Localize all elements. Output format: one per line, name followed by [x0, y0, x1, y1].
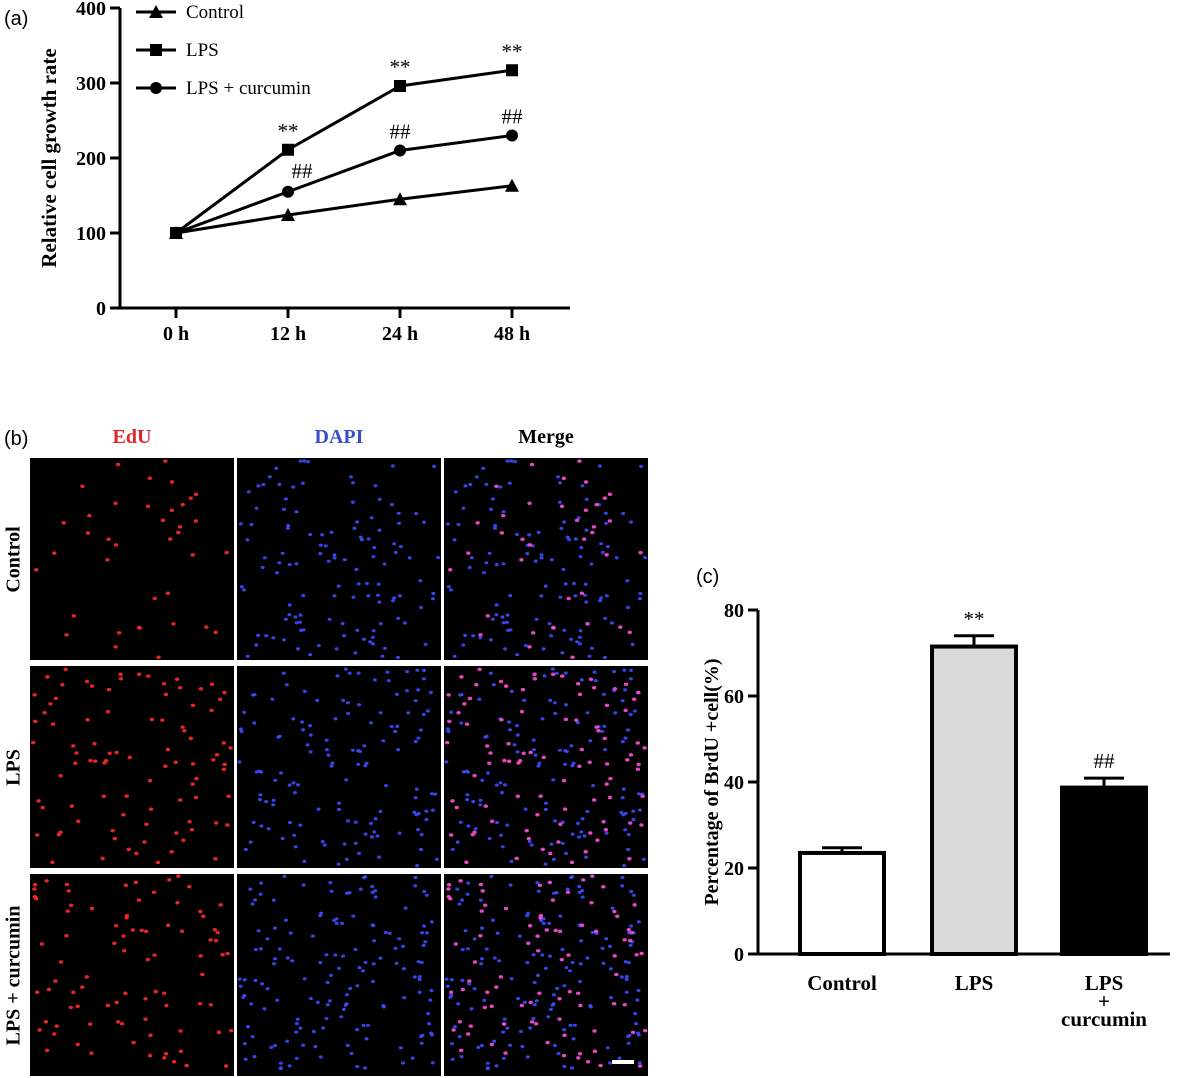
micrograph-edu — [30, 458, 234, 660]
panel-label-c: (c) — [696, 566, 720, 588]
data-point — [394, 80, 406, 92]
x-tick-label: 12 h — [270, 323, 306, 345]
cell-dots — [445, 459, 648, 660]
x-tick-label: curcumin — [1061, 1007, 1147, 1031]
micrograph-dapi — [237, 874, 441, 1076]
significance-mark: ## — [1094, 749, 1116, 773]
data-point — [393, 192, 407, 206]
significance-mark: ## — [292, 159, 314, 183]
significance-mark: ** — [390, 55, 411, 79]
legend-label: LPS — [186, 40, 219, 61]
y-tick-label: 100 — [76, 223, 106, 245]
x-tick-label: 48 h — [494, 323, 530, 345]
data-point — [282, 185, 294, 198]
panel-label-b: (b) — [4, 428, 29, 450]
y-axis-label: Percentage of BrdU +cell(%) — [701, 658, 723, 905]
cell-dots — [444, 667, 647, 868]
panel-label-a: (a) — [4, 8, 29, 30]
data-point — [506, 64, 518, 77]
micrograph-edu — [30, 666, 234, 868]
legend-marker — [150, 44, 162, 56]
legend-entry: LPS — [136, 40, 219, 61]
legend-label: LPS + curcumin — [186, 78, 311, 99]
cell-dots — [237, 667, 439, 868]
series-circle — [170, 129, 518, 239]
series-triangle — [169, 178, 519, 239]
bar-chart-brdu: 0 20 40 60 80 Percentage of BrdU +cell(%) Cont… — [701, 600, 1170, 1031]
column-header-merge: Merge — [518, 426, 574, 448]
data-point — [506, 129, 518, 142]
y-tick-label: 60 — [724, 686, 744, 708]
significance-mark: ## — [502, 105, 524, 129]
y-tick-label: 20 — [724, 858, 744, 880]
legend-marker — [150, 82, 162, 94]
column-header-dapi: DAPI — [314, 426, 364, 448]
x-tick-label: 0 h — [163, 323, 189, 345]
cell-dots — [34, 459, 229, 659]
data-point — [394, 144, 406, 157]
legend-label: Control — [186, 2, 244, 23]
legend-entry: Control — [136, 2, 244, 23]
y-tick-label: 0 — [96, 298, 106, 320]
significance-mark: ## — [390, 120, 412, 144]
x-tick-label: LPS — [1085, 971, 1124, 995]
micrograph-dapi — [237, 458, 441, 660]
legend-entry: LPS + curcumin — [136, 78, 311, 99]
x-tick-label: Control — [807, 971, 877, 995]
micrograph-merge — [444, 874, 648, 1076]
data-point — [170, 227, 182, 239]
legend-marker — [149, 5, 163, 18]
cell-dots — [238, 459, 441, 660]
scale-bar — [612, 1060, 634, 1064]
column-header-edu: EdU — [112, 426, 152, 448]
x-tick-label: + — [1098, 989, 1110, 1013]
row-header: LPS — [2, 749, 25, 786]
y-axis-label: Relative cell growth rate — [37, 48, 61, 267]
cell-dots — [31, 667, 233, 865]
bar — [798, 850, 886, 957]
micrograph-edu — [30, 874, 234, 1076]
significance-mark: ** — [502, 39, 523, 63]
cell-dots — [32, 874, 234, 1068]
cell-dots — [444, 874, 648, 1071]
bar — [1060, 785, 1148, 956]
data-point — [505, 178, 519, 192]
data-point — [282, 143, 294, 156]
line-chart-growth-rate: 0 100 200 300 400 0 h 12 h 24 h 48 h Relative cel… — [37, 0, 570, 345]
series-line — [175, 134, 513, 235]
y-tick-label: 80 — [724, 600, 744, 622]
significance-mark: ** — [964, 607, 985, 631]
y-tick-label: 400 — [76, 0, 106, 20]
series-line — [175, 68, 513, 235]
micrograph-merge — [444, 458, 648, 660]
y-tick-label: 300 — [76, 73, 106, 95]
x-tick-label: LPS — [955, 971, 994, 995]
bar — [930, 644, 1018, 957]
microscopy-grid — [30, 458, 648, 1078]
x-tick-label: 24 h — [382, 323, 418, 345]
data-point — [281, 208, 295, 221]
y-tick-label: 200 — [76, 148, 106, 170]
series-line — [175, 184, 513, 235]
significance-mark: ** — [278, 119, 299, 143]
micrograph-dapi — [237, 666, 441, 868]
row-header: LPS + curcumin — [2, 905, 25, 1046]
cell-dots — [237, 874, 435, 1071]
y-tick-label: 40 — [724, 772, 744, 794]
micrograph-merge — [444, 666, 648, 868]
row-header: Control — [2, 526, 25, 593]
y-tick-label: 0 — [734, 944, 744, 966]
